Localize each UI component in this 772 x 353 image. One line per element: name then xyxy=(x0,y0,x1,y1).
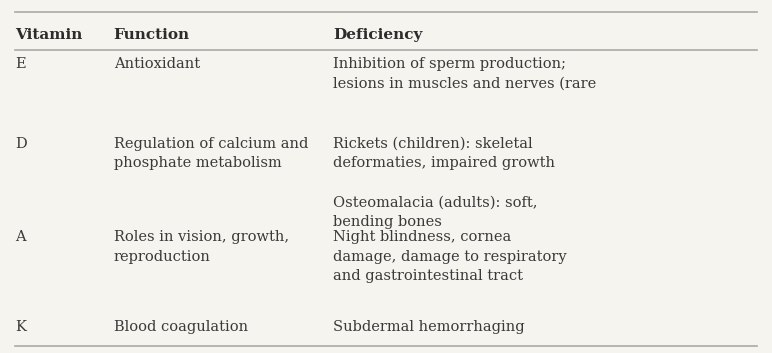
Text: Inhibition of sperm production;
lesions in muscles and nerves (rare: Inhibition of sperm production; lesions … xyxy=(333,57,596,91)
Text: D: D xyxy=(15,137,27,151)
Text: Regulation of calcium and
phosphate metabolism: Regulation of calcium and phosphate meta… xyxy=(113,137,308,170)
Text: Deficiency: Deficiency xyxy=(333,28,422,42)
Text: Function: Function xyxy=(113,28,190,42)
Text: Subdermal hemorrhaging: Subdermal hemorrhaging xyxy=(333,320,525,334)
Text: Antioxidant: Antioxidant xyxy=(113,57,200,71)
Text: K: K xyxy=(15,320,26,334)
Text: Rickets (children): skeletal
deformaties, impaired growth

Osteomalacia (adults): Rickets (children): skeletal deformaties… xyxy=(333,137,555,229)
Text: Roles in vision, growth,
reproduction: Roles in vision, growth, reproduction xyxy=(113,230,289,264)
Text: Vitamin: Vitamin xyxy=(15,28,83,42)
Text: E: E xyxy=(15,57,26,71)
Text: Blood coagulation: Blood coagulation xyxy=(113,320,248,334)
Text: Night blindness, cornea
damage, damage to respiratory
and gastrointestinal tract: Night blindness, cornea damage, damage t… xyxy=(333,230,567,283)
Text: A: A xyxy=(15,230,26,244)
